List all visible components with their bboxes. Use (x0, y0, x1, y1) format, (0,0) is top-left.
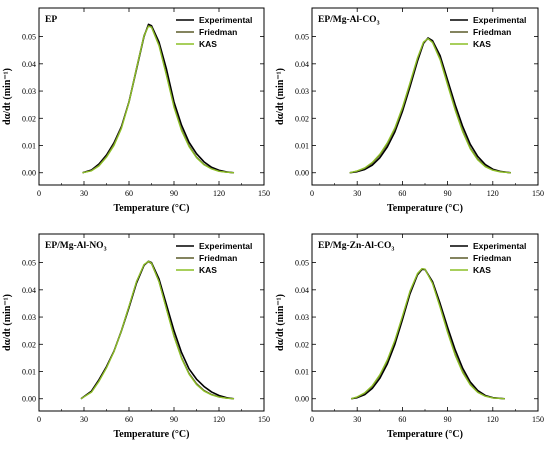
x-axis-label: Temperature (°C) (114, 203, 190, 214)
series-line-kas (350, 267, 505, 400)
panel-title: EP/Mg-Al-CO3 (318, 15, 380, 27)
y-tick-label: 0.02 (295, 340, 309, 349)
x-tick-label: 30 (80, 415, 88, 424)
legend-label: Experimental (199, 15, 252, 25)
x-tick-label: 90 (170, 415, 178, 424)
y-tick-label: 0.04 (22, 286, 36, 295)
y-tick-label: 0.01 (295, 368, 309, 377)
y-tick-label: 0.05 (295, 33, 309, 42)
x-tick-label: 150 (258, 415, 270, 424)
legend-label: KAS (473, 265, 491, 275)
series-line-kas (349, 37, 511, 174)
legend-label: Experimental (473, 241, 526, 251)
x-axis-label: Temperature (°C) (114, 429, 190, 440)
x-tick-label: 0 (37, 415, 41, 424)
x-tick-label: 30 (80, 189, 88, 198)
x-tick-label: 150 (532, 415, 544, 424)
x-axis-label: Temperature (°C) (387, 429, 463, 440)
chart-panel-3: 0 30 60 90 120 150 0.00 0.01 0.02 0.03 0.04 0.05 EP/… (2, 233, 270, 440)
legend-label: KAS (199, 265, 217, 275)
y-tick-label: 0.01 (295, 142, 309, 151)
y-tick-label: 0.00 (295, 169, 309, 178)
y-tick-label: 0.05 (22, 33, 36, 42)
legend-label: Friedman (199, 253, 237, 263)
series-line-experimental (351, 268, 505, 400)
y-tick-label: 0.04 (295, 60, 309, 69)
y-tick-label: 0.04 (295, 286, 309, 295)
y-tick-label: 0.03 (22, 87, 36, 96)
x-tick-label: 60 (398, 189, 406, 198)
x-axis-label: Temperature (°C) (387, 203, 463, 214)
x-tick-label: 0 (310, 189, 314, 198)
y-tick-label: 0.05 (22, 259, 36, 268)
y-tick-label: 0.00 (295, 395, 309, 404)
x-tick-label: 120 (487, 189, 499, 198)
x-tick-label: 150 (258, 189, 270, 198)
series-line-experimental (349, 37, 511, 174)
panel-title: EP/Mg-Zn-Al-CO3 (318, 241, 394, 253)
y-tick-label: 0.05 (295, 259, 309, 268)
y-tick-label: 0.02 (22, 114, 36, 123)
y-tick-label: 0.04 (22, 60, 36, 69)
x-tick-label: 0 (37, 189, 41, 198)
y-tick-label: 0.00 (22, 395, 36, 404)
series-line-friedman (350, 268, 505, 400)
y-tick-label: 0.00 (22, 169, 36, 178)
legend-label: Friedman (473, 27, 511, 37)
y-axis-label: dα/dt (min⁻¹) (275, 68, 286, 125)
x-tick-label: 120 (487, 415, 499, 424)
chart-panel-4: 0 30 60 90 120 150 0.00 0.01 0.02 0.03 0.04 0.05 EP/… (275, 233, 544, 440)
x-tick-label: 30 (353, 189, 361, 198)
x-tick-label: 60 (398, 415, 406, 424)
series-line-kas (82, 25, 235, 174)
legend-label: KAS (473, 39, 491, 49)
x-tick-label: 60 (125, 415, 133, 424)
y-tick-label: 0.01 (22, 368, 36, 377)
x-tick-label: 0 (310, 415, 314, 424)
x-tick-label: 120 (213, 189, 225, 198)
legend-label: KAS (199, 39, 217, 49)
chart-panel-2: 0 30 60 90 120 150 0.00 0.01 0.02 0.03 0.04 0.05 EP/… (275, 7, 544, 214)
x-tick-label: 90 (444, 189, 452, 198)
series-line-friedman (349, 38, 511, 174)
series-line-kas (80, 260, 235, 400)
y-tick-label: 0.02 (295, 114, 309, 123)
x-tick-label: 30 (353, 415, 361, 424)
chart-panel-1: 0 30 60 90 120 150 0.00 0.01 0.02 0.03 0.04 0.05 EP E… (2, 7, 270, 214)
legend-label: Experimental (199, 241, 252, 251)
x-tick-label: 90 (170, 189, 178, 198)
series-line-experimental (80, 260, 235, 400)
panel-title: EP (45, 15, 57, 25)
y-axis-label: dα/dt (min⁻¹) (275, 294, 286, 351)
x-tick-label: 120 (213, 415, 225, 424)
x-tick-label: 90 (444, 415, 452, 424)
x-tick-label: 60 (125, 189, 133, 198)
series-line-friedman (80, 261, 235, 400)
legend-label: Experimental (473, 15, 526, 25)
y-tick-label: 0.02 (22, 340, 36, 349)
legend-label: Friedman (199, 27, 237, 37)
y-axis-label: dα/dt (min⁻¹) (2, 294, 13, 351)
panel-title: EP/Mg-Al-NO3 (45, 241, 107, 253)
x-tick-label: 150 (532, 189, 544, 198)
y-tick-label: 0.03 (22, 313, 36, 322)
series-line-experimental (82, 23, 235, 174)
y-tick-label: 0.03 (295, 313, 309, 322)
y-axis-label: dα/dt (min⁻¹) (2, 68, 13, 125)
legend-label: Friedman (473, 253, 511, 263)
y-tick-label: 0.03 (295, 87, 309, 96)
y-tick-label: 0.01 (22, 142, 36, 151)
